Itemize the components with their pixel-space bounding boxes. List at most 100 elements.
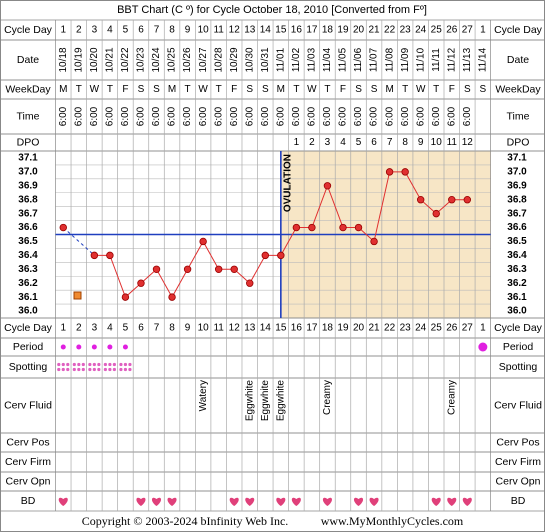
temp-point [385,168,394,176]
bd-heart [167,497,177,506]
cycle-day: 7 [154,25,160,36]
spot [72,367,76,372]
bd-heart [229,497,239,506]
cycle-day: 13 [244,25,256,36]
bd-heart [322,497,332,506]
y-tick-label: 36.8 [18,194,38,205]
weekday: T [324,84,330,95]
y-tick-label: 36.2 [18,278,38,289]
y-tick-label: 36.7 [507,208,527,219]
spot [66,362,70,367]
row-label: WeekDay [495,83,541,95]
cycle-day: 1 [480,323,486,334]
weekday: W [307,84,317,95]
y-tick-label: 36.5 [507,236,527,247]
time: 6:00 [229,106,240,126]
date: 10/31 [260,47,271,72]
spot [112,362,116,367]
time: 6:00 [353,106,364,126]
dpo: 7 [387,137,393,148]
period-dot [91,344,97,350]
cycle-day: 2 [76,25,82,36]
site-link[interactable]: www.MyMonthlyCycles.com [321,514,464,528]
temp-point [448,196,456,204]
spotting-dots [72,362,85,372]
spot [72,362,76,367]
y-tick-label: 36.3 [18,264,38,275]
spotting-dots [57,362,70,372]
row-label: Period [503,341,534,353]
time: 6:00 [307,106,318,126]
spot [119,362,123,367]
temp-point [463,196,472,204]
cycle-day: 22 [384,323,396,334]
row-label: Cerv Opn [496,475,541,487]
cycle-day: 1 [480,25,486,36]
time: 6:00 [89,106,100,126]
spot [81,362,85,367]
spot [77,362,81,367]
date: 10/25 [167,47,178,72]
chart-title: BBT Chart (C º) for Cycle October 18, 20… [117,4,427,16]
weekday: M [385,84,393,95]
row-label: DPO [507,136,530,148]
cycle-day: 23 [400,323,412,334]
weekday: T [107,84,113,95]
row-label: Cycle Day [4,24,53,36]
bd-heart [136,497,146,506]
y-tick-label: 36.6 [507,222,527,233]
row-label: Cerv Opn [6,475,51,487]
date: 11/10 [415,47,426,72]
date: 11/09 [400,47,411,72]
period-dot [107,344,113,350]
time: 6:00 [213,106,224,126]
temp-point [137,279,145,287]
date: 10/21 [105,47,116,72]
period-dot [60,344,66,350]
cycle-day: 20 [353,323,365,334]
time: 6:00 [415,106,426,126]
cerv-fluid: Eggwhite [260,380,271,422]
y-tick-label: 36.9 [18,180,38,191]
copyright: Copyright © 2003-2024 bInfinity Web Inc. [82,514,289,528]
weekday: M [59,84,67,95]
time: 6:00 [58,106,69,126]
temp-point [370,237,378,246]
temp-point [261,251,269,260]
time: 6:00 [167,106,178,126]
row-label: Cycle Day [494,24,543,36]
row-label: Spotting [499,361,538,373]
bd-heart [58,497,68,506]
spot [128,362,132,367]
spot [108,362,112,367]
y-tick-label: 36.6 [18,222,38,233]
date: 10/23 [136,47,147,72]
time: 6:00 [384,106,395,126]
bd-heart [431,497,441,506]
cycle-day: 3 [92,323,98,334]
time: 6:00 [105,106,116,126]
date: 10/27 [198,47,209,72]
cycle-day: 9 [185,25,191,36]
temp-point [308,223,316,232]
bd-heart [353,497,364,506]
weekday: T [185,84,191,95]
time: 6:00 [136,106,147,126]
weekday: S [138,84,145,95]
spot [97,367,101,372]
date: 11/12 [446,47,457,72]
y-tick-label: 36.4 [18,250,38,261]
cycle-day: 18 [322,323,334,334]
cycle-day: 19 [337,25,349,36]
time: 6:00 [446,106,457,126]
bd-heart [276,497,286,506]
spot [77,367,81,372]
weekday: F [231,84,237,95]
time: 6:00 [151,106,162,126]
bd-heart [151,497,162,506]
time: 6:00 [291,106,302,126]
time: 6:00 [431,106,442,126]
bd-heart [447,497,457,506]
dpo: 5 [356,137,362,148]
date: 11/06 [353,47,364,72]
